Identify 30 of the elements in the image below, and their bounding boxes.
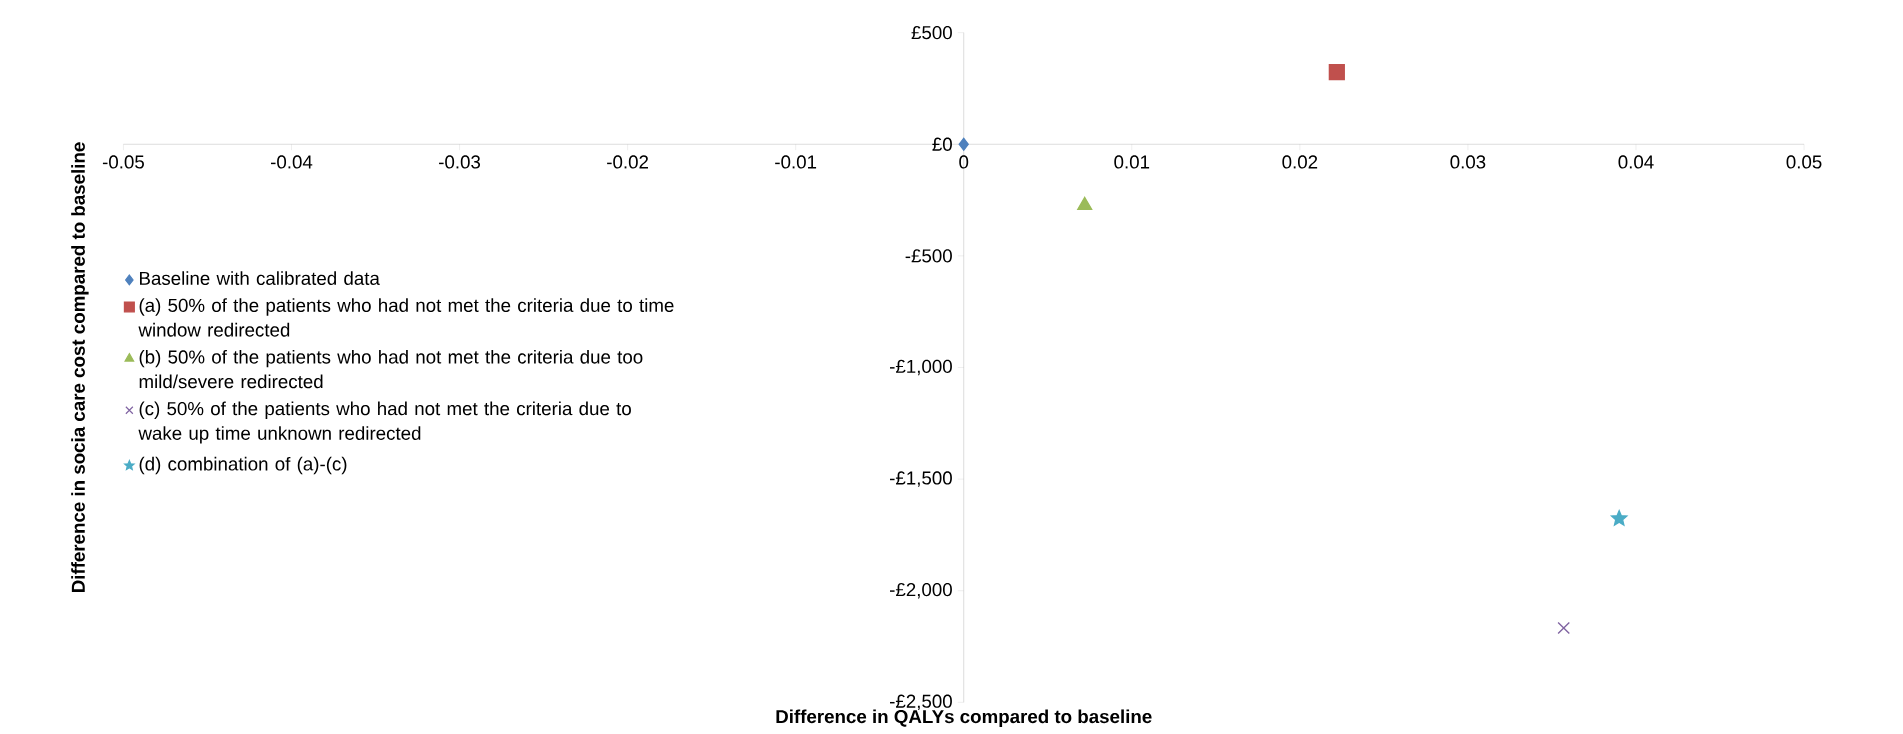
legend-label: Baseline with calibrated data — [139, 271, 380, 285]
x-tick-label: -0.02 — [607, 155, 649, 169]
y-tick-label: -£2,000 — [890, 582, 952, 599]
legend-label: (d) combination of (a)-(c) — [139, 456, 347, 475]
x-tick-label: 0.03 — [1450, 155, 1486, 169]
legend-label: (a) 50% of the patients who had not met the criteria due to time window redirected — [138, 298, 674, 337]
point — [1610, 510, 1628, 526]
x-tick-label: -0.05 — [102, 155, 144, 169]
y-tick-label: -£2,500 — [890, 694, 952, 711]
x-tick-label: 0 — [959, 155, 969, 169]
y-tick-label: £500 — [911, 26, 952, 40]
x-tick-label: 0.04 — [1618, 155, 1654, 169]
y-tick-label: -£1,000 — [890, 359, 952, 376]
x-tick-label: 0.05 — [1786, 155, 1822, 169]
legend-label: (b) 50% of the patients who had not met the criteria due too mild/severe redirected — [139, 349, 643, 389]
y-axis-title: Difference in socia care cost compared to baseline — [71, 142, 89, 593]
y-tick-label: -£1,500 — [890, 471, 952, 487]
x-tick-label: 0.01 — [1114, 155, 1150, 169]
legend-label: (c) 50% of the patients who had not met the criteria due to wake up time unknown redirected — [138, 401, 631, 444]
point — [1328, 64, 1345, 81]
point — [958, 137, 969, 151]
point — [1557, 621, 1570, 635]
x-tick-label: -0.03 — [439, 155, 481, 169]
x-axis-title: Difference in QALYs compared to baseline — [776, 709, 1152, 727]
y-tick-label: -£500 — [905, 249, 952, 263]
y-tick-label: £0 — [932, 137, 952, 151]
x-tick-label: -0.04 — [270, 155, 313, 169]
x-tick-label: -0.01 — [775, 155, 817, 169]
x-tick-label: 0.02 — [1282, 155, 1318, 169]
point — [1077, 196, 1093, 211]
